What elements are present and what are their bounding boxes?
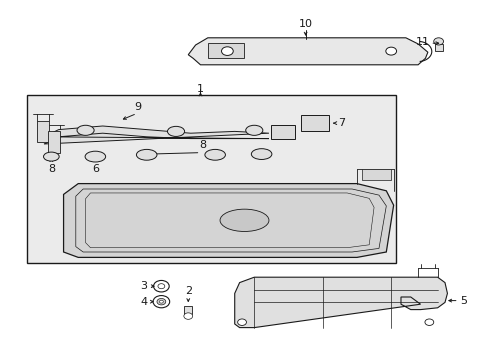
Ellipse shape <box>220 209 268 231</box>
Bar <box>184 306 192 314</box>
Text: 10: 10 <box>298 19 312 29</box>
Circle shape <box>237 319 246 325</box>
Circle shape <box>183 313 192 319</box>
Circle shape <box>157 298 165 305</box>
Polygon shape <box>234 277 447 328</box>
Text: 9: 9 <box>134 102 141 112</box>
Circle shape <box>153 280 169 292</box>
Circle shape <box>159 300 163 303</box>
Circle shape <box>385 47 396 55</box>
Ellipse shape <box>43 152 59 161</box>
Circle shape <box>221 47 233 55</box>
Bar <box>434 44 442 51</box>
Circle shape <box>158 284 164 289</box>
Bar <box>361 169 390 180</box>
Text: 2: 2 <box>184 286 191 296</box>
Ellipse shape <box>77 125 94 135</box>
Bar <box>37 121 49 142</box>
Polygon shape <box>188 38 427 65</box>
Bar <box>300 115 328 131</box>
Text: 3: 3 <box>141 281 147 291</box>
Text: 1: 1 <box>197 84 203 94</box>
Bar <box>271 125 294 139</box>
Polygon shape <box>44 126 268 144</box>
Ellipse shape <box>167 126 184 136</box>
Polygon shape <box>63 184 393 257</box>
Text: 6: 6 <box>92 164 99 174</box>
Ellipse shape <box>245 125 263 135</box>
Ellipse shape <box>136 149 157 160</box>
Circle shape <box>153 296 169 308</box>
Circle shape <box>433 38 443 45</box>
Bar <box>48 131 60 153</box>
Text: 4: 4 <box>140 297 147 307</box>
Bar <box>207 43 244 58</box>
Circle shape <box>424 319 433 325</box>
Text: 7: 7 <box>338 118 345 128</box>
Ellipse shape <box>204 149 225 160</box>
Bar <box>27 95 395 263</box>
Text: 8: 8 <box>199 140 206 150</box>
Text: 11: 11 <box>415 37 429 48</box>
Ellipse shape <box>85 151 105 162</box>
Text: 8: 8 <box>48 164 55 174</box>
Ellipse shape <box>251 149 271 159</box>
Text: 5: 5 <box>460 296 467 306</box>
